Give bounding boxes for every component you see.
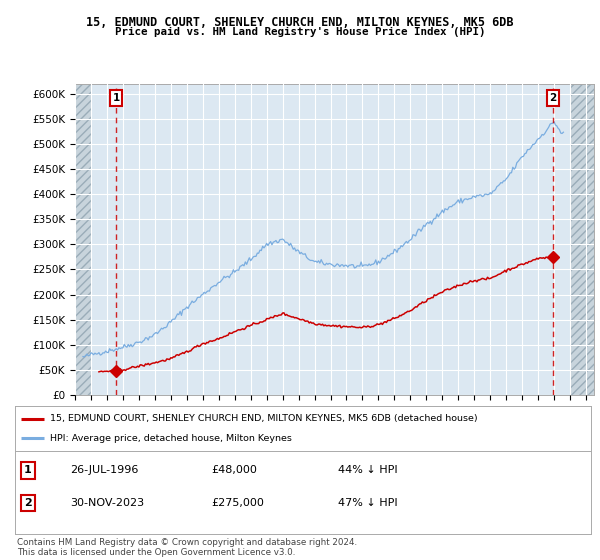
Text: HPI: Average price, detached house, Milton Keynes: HPI: Average price, detached house, Milt…: [50, 434, 292, 443]
Text: £48,000: £48,000: [211, 465, 257, 475]
Text: £275,000: £275,000: [211, 498, 264, 508]
Text: 26-JUL-1996: 26-JUL-1996: [70, 465, 138, 475]
Text: Contains HM Land Registry data © Crown copyright and database right 2024.
This d: Contains HM Land Registry data © Crown c…: [17, 538, 357, 557]
Text: Price paid vs. HM Land Registry's House Price Index (HPI): Price paid vs. HM Land Registry's House …: [115, 27, 485, 37]
Text: 30-NOV-2023: 30-NOV-2023: [70, 498, 144, 508]
Text: 15, EDMUND COURT, SHENLEY CHURCH END, MILTON KEYNES, MK5 6DB: 15, EDMUND COURT, SHENLEY CHURCH END, MI…: [86, 16, 514, 29]
Text: 44% ↓ HPI: 44% ↓ HPI: [338, 465, 397, 475]
Bar: [571, 84, 594, 395]
Text: 15, EDMUND COURT, SHENLEY CHURCH END, MILTON KEYNES, MK5 6DB (detached house): 15, EDMUND COURT, SHENLEY CHURCH END, MI…: [50, 414, 477, 423]
Text: 1: 1: [112, 93, 119, 103]
Text: 2: 2: [549, 93, 556, 103]
Text: 47% ↓ HPI: 47% ↓ HPI: [338, 498, 397, 508]
Bar: [571, 84, 594, 395]
Text: 1: 1: [24, 465, 32, 475]
Bar: [75, 84, 91, 395]
Text: 2: 2: [24, 498, 32, 508]
Bar: [75, 84, 91, 395]
